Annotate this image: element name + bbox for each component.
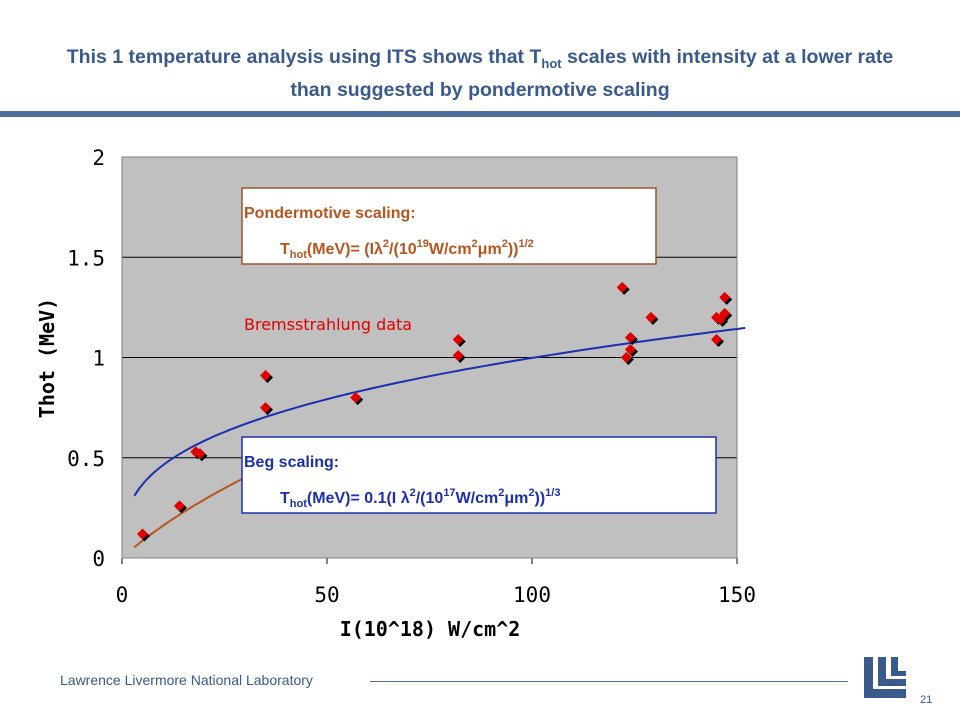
x-axis-label: I(10^18) W/cm^2 (340, 617, 521, 641)
y-tick-labels: 0 0.5 1 1.5 2 (67, 146, 105, 571)
beg-formula: Thot(MeV)= 0.1(I λ2/(1017W/cm2μm2))1/3 (280, 487, 560, 510)
x-tick-label: 100 (513, 583, 551, 607)
title-subscript: hot (541, 55, 562, 71)
title-divider (0, 111, 960, 117)
data-point (616, 281, 630, 295)
data-point (173, 500, 187, 514)
y-axis-label: Thot (MeV) (35, 298, 59, 418)
data-point (137, 528, 150, 542)
page-number: 21 (920, 694, 933, 706)
llnl-logo-icon (864, 657, 906, 698)
slide-title: This 1 temperature analysis using ITS sh… (60, 44, 900, 103)
title-part1: This 1 temperature analysis using ITS sh… (66, 46, 542, 68)
data-point (350, 392, 364, 406)
footer-divider (370, 681, 848, 682)
y-tick-label: 2 (92, 146, 105, 170)
data-point (194, 448, 208, 462)
data-point (452, 333, 466, 347)
bremsstrahlung-label: Bremsstrahlung data (244, 315, 412, 334)
y-tick-label: 0.5 (67, 447, 105, 471)
x-tick-label: 150 (718, 583, 756, 607)
y-tick-label: 0 (92, 547, 105, 571)
data-point (624, 331, 638, 345)
y-tick-label: 1 (92, 347, 105, 371)
pondermotive-formula: Thot(MeV)= (Iλ2/(1019W/cm2μm2))1/2 (280, 238, 534, 261)
data-point (260, 402, 273, 416)
data-points (137, 281, 733, 542)
beg-curve (133, 326, 746, 497)
data-point (620, 352, 634, 365)
x-tick-label: 0 (116, 583, 129, 607)
pondermotive-curve (133, 472, 254, 549)
y-tick-label: 1.5 (67, 246, 105, 270)
title-part2: scales with intensity at a lower rate th… (290, 46, 894, 101)
x-tick-label: 50 (314, 583, 339, 607)
data-point (452, 349, 466, 363)
data-point (711, 333, 724, 347)
pondermotive-title: Pondermotive scaling: (244, 205, 416, 222)
curves (133, 326, 746, 549)
data-point (624, 343, 638, 357)
footer-organization: Lawrence Livermore National Laboratory (60, 672, 313, 688)
data-point (645, 311, 659, 325)
plot-border (121, 156, 738, 559)
data-point (719, 307, 733, 321)
pondermotive-box (241, 187, 657, 265)
x-tick-labels: 0 50 100 150 (116, 583, 756, 607)
data-point (260, 370, 273, 384)
data-point (719, 291, 733, 305)
beg-box (241, 436, 717, 514)
beg-title: Beg scaling: (244, 454, 339, 471)
